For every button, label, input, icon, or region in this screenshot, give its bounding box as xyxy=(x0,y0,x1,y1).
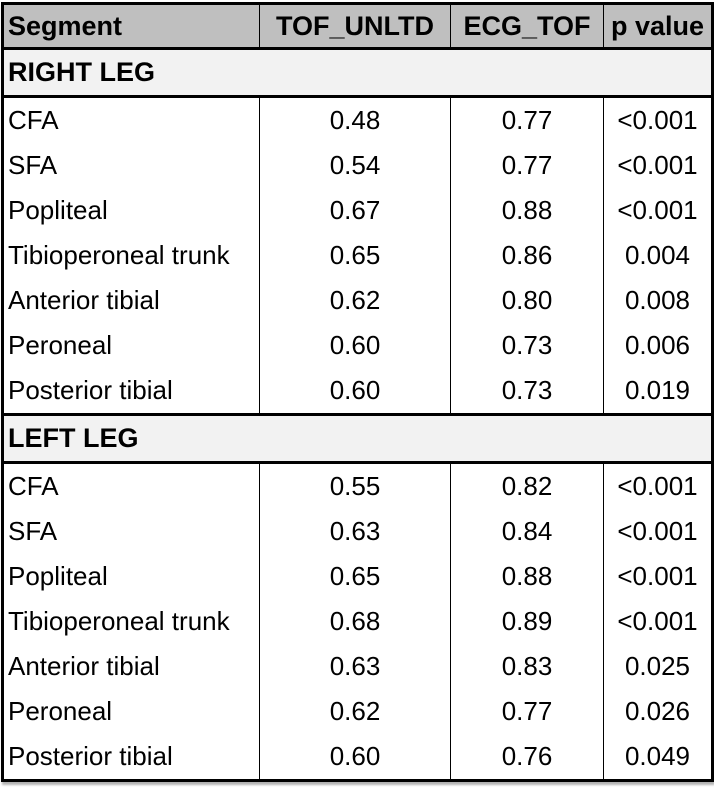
ecg-tof-value: 0.83 xyxy=(450,644,604,689)
ecg-tof-value: 0.76 xyxy=(450,734,604,781)
tof-unltd-value: 0.62 xyxy=(259,689,451,734)
segment-name: Tibioperoneal trunk xyxy=(2,599,260,644)
section-label: LEFT LEG xyxy=(2,413,713,464)
table-row: Anterior tibial 0.63 0.83 0.025 xyxy=(2,644,713,689)
table-row: Peroneal 0.60 0.73 0.006 xyxy=(2,323,713,368)
p-value: <0.001 xyxy=(603,554,713,599)
tof-unltd-value: 0.48 xyxy=(259,96,451,143)
table-row: Tibioperoneal trunk 0.65 0.86 0.004 xyxy=(2,233,713,278)
tof-unltd-value: 0.62 xyxy=(259,278,451,323)
table-row: Popliteal 0.67 0.88 <0.001 xyxy=(2,188,713,233)
section-label: RIGHT LEG xyxy=(2,47,713,98)
table-row: Posterior tibial 0.60 0.76 0.049 xyxy=(2,734,713,781)
p-value: 0.019 xyxy=(603,368,713,415)
tof-unltd-value: 0.63 xyxy=(259,509,451,554)
p-value: 0.008 xyxy=(603,278,713,323)
table-row: SFA 0.54 0.77 <0.001 xyxy=(2,143,713,188)
column-header-ecg-tof: ECG_TOF xyxy=(450,3,604,50)
tof-unltd-value: 0.65 xyxy=(259,554,451,599)
segment-name: Peroneal xyxy=(2,323,260,368)
segment-name: SFA xyxy=(2,509,260,554)
p-value: <0.001 xyxy=(603,599,713,644)
ecg-tof-value: 0.77 xyxy=(450,689,604,734)
tof-unltd-value: 0.55 xyxy=(259,462,451,509)
column-header-segment: Segment xyxy=(2,3,260,50)
p-value: <0.001 xyxy=(603,509,713,554)
ecg-tof-value: 0.86 xyxy=(450,233,604,278)
tof-unltd-value: 0.63 xyxy=(259,644,451,689)
table-row: CFA 0.55 0.82 <0.001 xyxy=(2,462,713,509)
table-row: CFA 0.48 0.77 <0.001 xyxy=(2,96,713,143)
segment-name: Anterior tibial xyxy=(2,644,260,689)
table-row: SFA 0.63 0.84 <0.001 xyxy=(2,509,713,554)
p-value: 0.025 xyxy=(603,644,713,689)
header-row: Segment TOF_UNLTD ECG_TOF p value xyxy=(2,3,713,50)
column-header-p-value: p value xyxy=(603,3,713,50)
ecg-tof-value: 0.73 xyxy=(450,323,604,368)
segment-name: Anterior tibial xyxy=(2,278,260,323)
ecg-tof-value: 0.77 xyxy=(450,96,604,143)
segment-name: Popliteal xyxy=(2,554,260,599)
tof-unltd-value: 0.68 xyxy=(259,599,451,644)
p-value: 0.026 xyxy=(603,689,713,734)
table-row: Anterior tibial 0.62 0.80 0.008 xyxy=(2,278,713,323)
segment-name: Posterior tibial xyxy=(2,734,260,781)
tof-unltd-value: 0.67 xyxy=(259,188,451,233)
section-row-left-leg: LEFT LEG xyxy=(2,413,713,464)
section-row-right-leg: RIGHT LEG xyxy=(2,47,713,98)
ecg-tof-value: 0.73 xyxy=(450,368,604,415)
p-value: <0.001 xyxy=(603,462,713,509)
table-row: Posterior tibial 0.60 0.73 0.019 xyxy=(2,368,713,415)
p-value: 0.049 xyxy=(603,734,713,781)
tof-unltd-value: 0.60 xyxy=(259,323,451,368)
segment-name: Posterior tibial xyxy=(2,368,260,415)
ecg-tof-value: 0.88 xyxy=(450,554,604,599)
ecg-tof-value: 0.77 xyxy=(450,143,604,188)
p-value: 0.006 xyxy=(603,323,713,368)
table-row: Tibioperoneal trunk 0.68 0.89 <0.001 xyxy=(2,599,713,644)
p-value: 0.004 xyxy=(603,233,713,278)
p-value: <0.001 xyxy=(603,96,713,143)
ecg-tof-value: 0.80 xyxy=(450,278,604,323)
column-header-tof-unltd: TOF_UNLTD xyxy=(259,3,451,50)
ecg-tof-value: 0.84 xyxy=(450,509,604,554)
segment-name: Popliteal xyxy=(2,188,260,233)
ecg-tof-value: 0.88 xyxy=(450,188,604,233)
segment-name: CFA xyxy=(2,462,260,509)
table-row: Peroneal 0.62 0.77 0.026 xyxy=(2,689,713,734)
segment-name: Peroneal xyxy=(2,689,260,734)
table-row: Popliteal 0.65 0.88 <0.001 xyxy=(2,554,713,599)
tof-unltd-value: 0.54 xyxy=(259,143,451,188)
tof-unltd-value: 0.65 xyxy=(259,233,451,278)
p-value: <0.001 xyxy=(603,188,713,233)
ecg-tof-value: 0.82 xyxy=(450,462,604,509)
segment-name: Tibioperoneal trunk xyxy=(2,233,260,278)
tof-unltd-value: 0.60 xyxy=(259,368,451,415)
segment-name: SFA xyxy=(2,143,260,188)
p-value: <0.001 xyxy=(603,143,713,188)
tof-unltd-value: 0.60 xyxy=(259,734,451,781)
ecg-tof-value: 0.89 xyxy=(450,599,604,644)
segment-name: CFA xyxy=(2,96,260,143)
